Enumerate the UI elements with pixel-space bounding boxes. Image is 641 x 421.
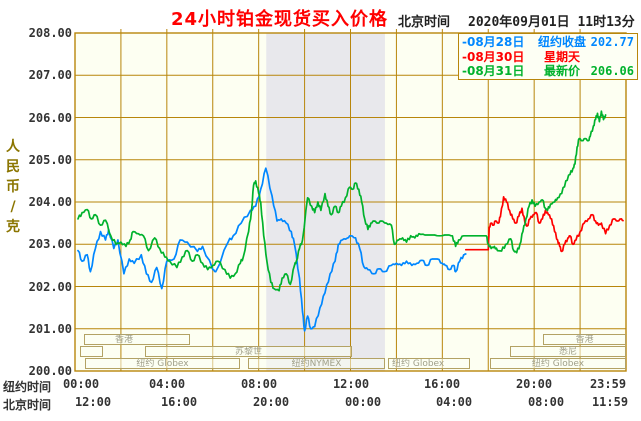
y-unit-char: 币 (6, 179, 20, 195)
session-bar-纽约Globex: 纽约 Globex (388, 358, 470, 369)
legend-row: -08月31日 最新价 206.06 (462, 64, 634, 78)
series-line-0 (77, 167, 467, 332)
y-tick-label: 204.00 (28, 195, 72, 209)
plot-border (74, 32, 627, 372)
x-tick-label-bj: 08:00 (527, 395, 565, 409)
page-title: 24小时铂金现货买入价格 (171, 9, 389, 30)
y-unit-char: 克 (6, 219, 20, 235)
x-tick-label-ny: 04:00 (148, 377, 186, 391)
x-tick-label-bj: 20:00 (252, 395, 290, 409)
x-tick-label-ny: 23:59 (589, 377, 627, 391)
y-unit-char: 人 (6, 139, 20, 155)
x-tick-label-ny: 08:00 (240, 377, 278, 391)
session-bar-香港: 香港 (84, 334, 190, 345)
y-axis-unit-label: 人民币 / 克 (4, 137, 22, 237)
legend-value: 202.77 (590, 35, 634, 49)
legend-label: 最新价 (543, 64, 580, 78)
x-tick-label-ny: 00:00 (62, 377, 100, 391)
x-tick-label-bj: 00:00 (344, 395, 382, 409)
series-line-1 (464, 196, 624, 253)
y-tick-label: 208.00 (28, 26, 72, 40)
legend-date: -08月28日 (462, 35, 525, 49)
y-tick-label: 200.00 (28, 364, 72, 378)
x-tick-label-ny: 16:00 (423, 377, 461, 391)
y-unit-char: 民 (6, 159, 20, 175)
session-bar-香港: 香港 (543, 334, 626, 345)
session-bar-苏黎世: 苏黎世 (145, 346, 352, 357)
session-bar-纽约NYMEX: 纽约NYMEX (248, 358, 385, 369)
y-tick-label: 201.00 (28, 321, 72, 336)
x-tick-label-bj: 12:00 (74, 395, 112, 409)
bj-time-row-label: 北京时间 (3, 398, 52, 412)
legend-row: -08月30日 星期天 (462, 50, 634, 64)
x-tick-label-bj: 16:00 (160, 395, 198, 409)
session-bar-悉尼: 悉尼 (510, 346, 626, 357)
legend: -08月28日 纽约收盘 202.77 -08月30日 星期天 -08月31日 最新价 206… (458, 33, 638, 80)
y-tick-label: 205.00 (28, 152, 72, 167)
legend-label: 纽约收盘 (537, 35, 586, 49)
y-tick-label: 203.00 (28, 237, 72, 252)
session-bar-纽约Globex: 纽约 Globex (490, 358, 626, 369)
x-tick-label-bj: 11:59 (591, 395, 629, 409)
legend-row: -08月28日 纽约收盘 202.77 (462, 35, 634, 49)
x-tick-label-bj: 04:00 (435, 395, 473, 409)
legend-value: 206.06 (590, 64, 634, 78)
y-unit-char: / (10, 199, 16, 215)
ny-time-row-label: 纽约时间 (3, 380, 52, 394)
x-tick-label-ny: 12:00 (332, 377, 370, 391)
legend-label: 星期天 (543, 49, 580, 64)
y-tick-label: 207.00 (28, 68, 72, 83)
session-bar (80, 346, 103, 357)
session-bar-纽约Globex: 纽约 Globex (85, 358, 240, 369)
series-line-2 (77, 110, 607, 292)
y-tick-label: 206.00 (28, 110, 72, 125)
beijing-time-label: 北京时间 (398, 15, 451, 30)
legend-date: -08月30日 (462, 49, 525, 64)
y-tick-label: 202.00 (28, 279, 72, 294)
x-tick-label-ny: 20:00 (515, 377, 553, 391)
timestamp: 2020年09月01日 11时13分 (468, 15, 635, 30)
legend-date: -08月31日 (462, 64, 525, 78)
